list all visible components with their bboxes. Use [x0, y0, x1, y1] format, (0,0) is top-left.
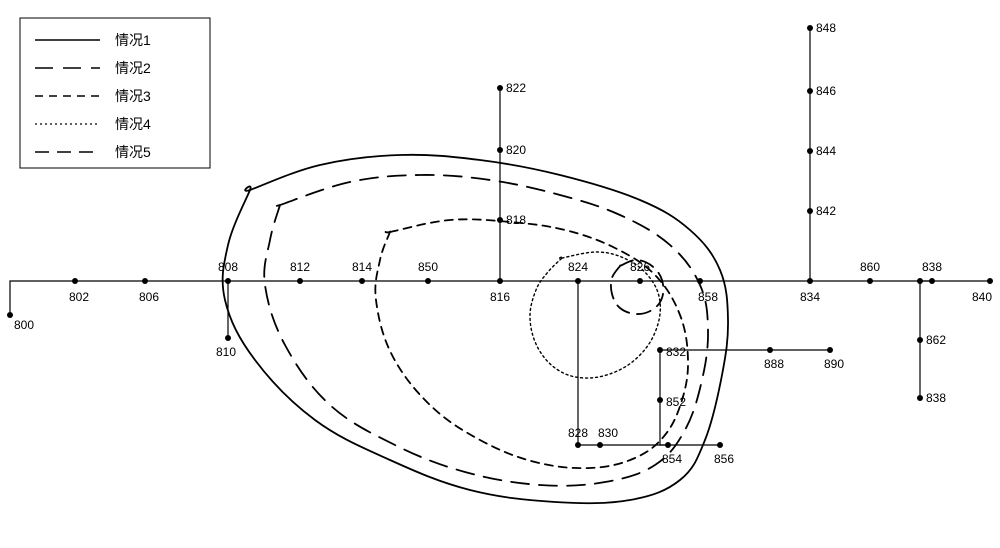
node-label-890: 890	[824, 357, 844, 371]
node-838b	[917, 395, 923, 401]
node-label-822: 822	[506, 81, 526, 95]
node-label-854: 854	[662, 452, 682, 466]
node-854	[665, 442, 671, 448]
legend-label-1: 情况1	[115, 32, 151, 48]
node-834	[807, 278, 813, 284]
node-842	[807, 208, 813, 214]
node-888	[767, 347, 773, 353]
node-800	[7, 312, 13, 318]
edge-800-802	[10, 281, 75, 315]
node-label-816: 816	[490, 290, 510, 304]
node-830	[597, 442, 603, 448]
node-label-840: 840	[972, 290, 992, 304]
node-850	[425, 278, 431, 284]
node-label-848: 848	[816, 21, 836, 35]
node-858	[697, 278, 703, 284]
node-860	[867, 278, 873, 284]
legend-label-3: 情况3	[115, 88, 151, 104]
legend-label-2: 情况2	[115, 60, 151, 76]
node-832	[657, 347, 663, 353]
node-label-842: 842	[816, 204, 836, 218]
node-label-826: 826	[630, 260, 650, 274]
legend: 情况1 情况2 情况3 情况4 情况5	[20, 18, 210, 168]
node-label-808: 808	[218, 260, 238, 274]
node-label-850: 850	[418, 260, 438, 274]
node-label-858: 858	[698, 290, 718, 304]
node-840	[987, 278, 993, 284]
node-820	[497, 147, 503, 153]
node-label-832: 832	[666, 345, 686, 359]
node-824	[575, 278, 581, 284]
node-label-812: 812	[290, 260, 310, 274]
node-label-834: 834	[800, 290, 820, 304]
node-808	[225, 278, 231, 284]
node-844	[807, 148, 813, 154]
node-826	[637, 278, 643, 284]
node-822	[497, 85, 503, 91]
node-856	[717, 442, 723, 448]
node-label-814: 814	[352, 260, 372, 274]
node-818	[497, 217, 503, 223]
node-label-820: 820	[506, 143, 526, 157]
diagram-canvas: 800 802 806 808 810 812 814 850 816 818 820 822 824 8…	[0, 0, 1000, 548]
node-846	[807, 88, 813, 94]
edge-838-862	[920, 281, 932, 340]
node-label-830: 830	[598, 426, 618, 440]
node-812	[297, 278, 303, 284]
node-852	[657, 397, 663, 403]
node-836	[917, 278, 923, 284]
node-814	[359, 278, 365, 284]
node-838	[929, 278, 935, 284]
node-label-828: 828	[568, 426, 588, 440]
node-806	[142, 278, 148, 284]
node-label-862: 862	[926, 333, 946, 347]
node-816	[497, 278, 503, 284]
legend-label-4: 情况4	[115, 116, 151, 132]
node-label-810: 810	[216, 345, 236, 359]
node-890	[827, 347, 833, 353]
node-label-844: 844	[816, 144, 836, 158]
node-label-856: 856	[714, 452, 734, 466]
node-862	[917, 337, 923, 343]
node-label-860: 860	[860, 260, 880, 274]
node-label-852: 852	[666, 395, 686, 409]
contours-group	[223, 155, 728, 503]
legend-label-5: 情况5	[115, 144, 151, 160]
node-810	[225, 335, 231, 341]
node-label-802: 802	[69, 290, 89, 304]
node-label-806: 806	[139, 290, 159, 304]
node-label-888: 888	[764, 357, 784, 371]
node-label-824: 824	[568, 260, 588, 274]
node-848	[807, 25, 813, 31]
node-label-838b: 838	[926, 391, 946, 405]
contour-situation1	[223, 155, 728, 503]
node-828	[575, 442, 581, 448]
node-label-846: 846	[816, 84, 836, 98]
contour-situation2	[264, 175, 708, 486]
node-label-818: 818	[506, 213, 526, 227]
node-label-800: 800	[14, 318, 34, 332]
contour-situation3	[375, 219, 688, 468]
node-802	[72, 278, 78, 284]
node-label-838: 838	[922, 260, 942, 274]
